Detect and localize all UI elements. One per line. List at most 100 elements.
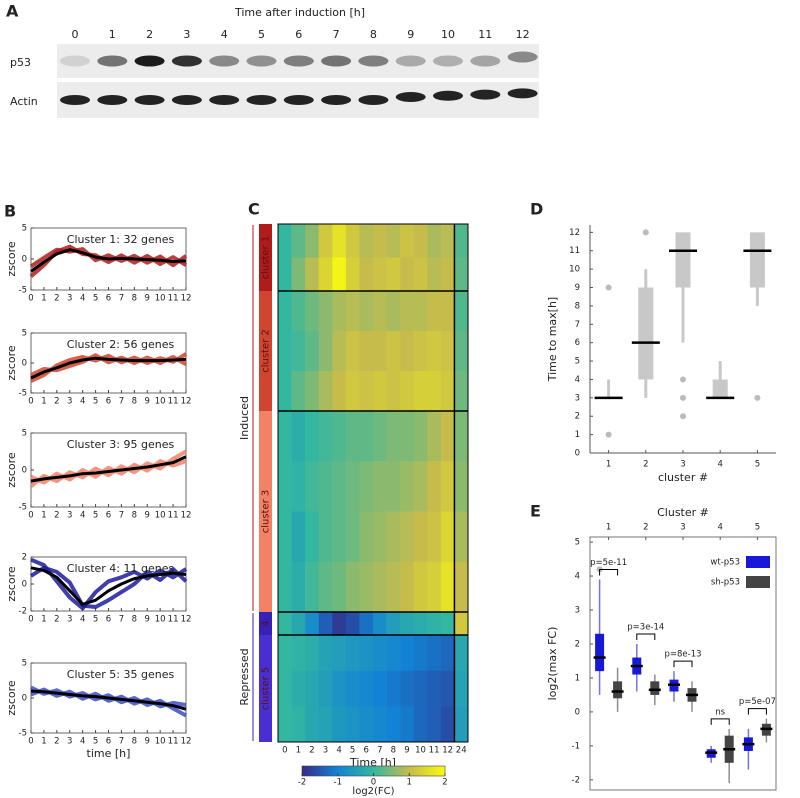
colorbar-tick-label: -2	[298, 778, 306, 788]
heatmap-cell	[440, 411, 455, 462]
heatmap-cell	[427, 331, 442, 372]
heatmap-cell	[345, 224, 360, 258]
group-label: Repressed	[238, 648, 251, 705]
x-tick-label: 5	[93, 294, 98, 304]
colorbar-label: log2(FC)	[352, 786, 394, 797]
x-tick-label: 2	[54, 615, 59, 625]
heatmap-cell	[332, 224, 347, 258]
y-tick-label: -5	[19, 286, 27, 296]
legend-label: wt-p53	[710, 558, 740, 568]
x-tick-label: 1	[41, 737, 46, 747]
x-tick-label: 4	[80, 397, 85, 407]
gene-line	[30, 459, 187, 485]
heatmap-cell	[359, 411, 374, 462]
heatmap-cell	[373, 612, 387, 636]
heatmap-cell	[440, 331, 455, 372]
heatmap-cell	[400, 561, 415, 613]
heatmap-cell	[305, 461, 320, 512]
heatmap-cell	[345, 706, 360, 743]
y-tick-label: 2	[575, 639, 580, 649]
blot-row-label: p53	[10, 56, 31, 69]
heatmap-cell	[278, 635, 292, 671]
x-tick-label: 9	[145, 737, 150, 747]
heatmap-cell	[305, 612, 320, 636]
x-tick-label: 6	[106, 397, 111, 407]
x-tick-label: 6	[106, 511, 111, 521]
x-axis-label: time [h]	[87, 747, 131, 760]
outlier	[605, 284, 612, 291]
heatmap-cell	[332, 331, 347, 372]
gene-line	[29, 449, 187, 488]
heatmap-cell	[386, 224, 401, 258]
x-tick-label: 6	[106, 294, 111, 304]
panel-label: D	[530, 200, 543, 219]
heatmap-cell	[454, 635, 469, 671]
y-tick-label: -5	[19, 729, 27, 739]
heatmap-cell	[427, 612, 442, 636]
significance-bracket	[599, 568, 619, 576]
heatmap-cell	[291, 635, 306, 671]
y-tick-label: -5	[19, 389, 27, 399]
heatmap-cell	[278, 224, 292, 258]
blot-band	[60, 95, 90, 105]
heatmap-cell	[305, 411, 320, 462]
heatmap-cell	[278, 291, 292, 332]
x-tick-label: 7	[119, 615, 124, 625]
heatmap-cell	[318, 224, 333, 258]
heatmap-cell	[278, 670, 292, 707]
heatmap-cell	[278, 461, 292, 512]
heatmap-cell	[318, 257, 333, 292]
box	[675, 232, 691, 288]
heatmap-cell	[332, 561, 347, 613]
x-tick-label: 10	[155, 294, 166, 304]
blot-row-label: Actin	[10, 95, 38, 108]
heatmap-cell	[291, 224, 306, 258]
heatmap-cell	[386, 635, 401, 671]
legend-label: sh-p53	[711, 578, 740, 588]
heatmap-cell	[440, 224, 455, 258]
blot-band	[171, 95, 202, 105]
y-tick-label: 3	[575, 606, 580, 616]
heatmap-cell	[454, 371, 469, 412]
heatmap-cell	[291, 511, 306, 563]
heatmap-cell	[427, 706, 442, 743]
heatmap-cell	[454, 706, 469, 743]
x-tick-label: 5	[93, 737, 98, 747]
significance-bracket	[710, 718, 730, 725]
x-tick-label: 7	[377, 746, 382, 756]
heatmap-cell	[318, 461, 333, 512]
outlier	[642, 229, 649, 236]
heatmap-cell	[359, 670, 374, 707]
outlier	[680, 394, 686, 401]
cluster-label: 4	[261, 620, 272, 626]
x-tick-label: 2	[309, 746, 314, 756]
blot-band	[134, 95, 165, 105]
y-tick-label: 6	[575, 338, 580, 348]
blot-band	[395, 55, 426, 67]
p-value: p=8e-13	[664, 650, 701, 660]
heatmap-cell	[359, 224, 374, 258]
blot-band	[246, 55, 277, 67]
heatmap-cell	[413, 461, 428, 512]
heatmap-cell	[427, 511, 442, 563]
cluster-label: cluster 1	[261, 236, 272, 280]
heatmap-cell	[386, 291, 401, 332]
x-tick-label: 9	[404, 746, 409, 756]
chart-title: Cluster 1: 32 genes	[67, 233, 175, 246]
x-tick-label: 10	[155, 397, 166, 407]
heatmap-cell	[373, 331, 387, 372]
y-tick-label: 11	[569, 246, 580, 256]
heatmap-cell	[400, 511, 415, 563]
box	[749, 232, 765, 288]
blot-band	[171, 55, 202, 67]
heatmap-cell	[373, 706, 387, 743]
y-tick-label: 5	[22, 429, 27, 439]
heatmap-cell	[291, 257, 306, 292]
heatmap-cell	[291, 411, 306, 462]
heatmap-cell	[454, 511, 469, 563]
x-tick-label: 8	[132, 397, 137, 407]
y-tick-label: 7	[575, 320, 580, 330]
x-tick-label: 9	[145, 397, 150, 407]
y-tick-label: 0	[575, 707, 580, 717]
blot-band	[60, 55, 90, 67]
